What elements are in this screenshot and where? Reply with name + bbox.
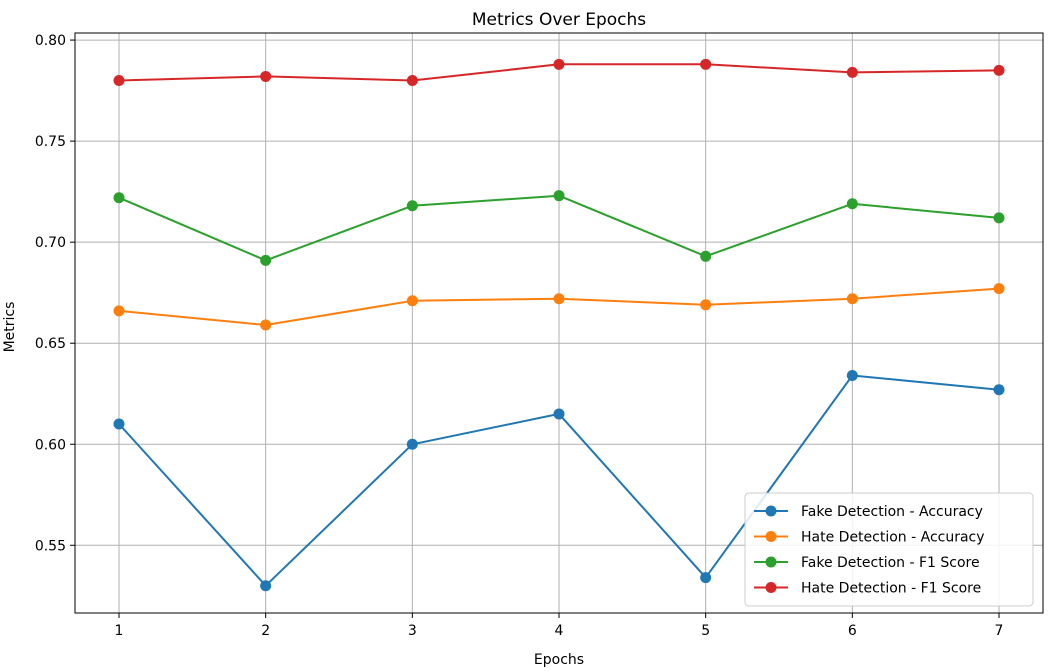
legend-item: Hate Detection - Accuracy — [754, 530, 985, 546]
data-point — [260, 254, 272, 266]
y-tick-label: 0.65 — [35, 336, 66, 352]
data-point — [113, 418, 125, 430]
legend-label: Hate Detection - F1 Score — [801, 581, 981, 597]
legend-label: Fake Detection - F1 Score — [801, 555, 980, 571]
x-tick-label: 6 — [848, 623, 857, 639]
series-layer — [113, 58, 1005, 592]
data-point — [553, 58, 565, 70]
legend-item: Fake Detection - Accuracy — [754, 504, 983, 520]
data-point — [993, 384, 1005, 396]
legend-swatch-marker — [765, 531, 777, 542]
data-point — [993, 212, 1005, 224]
data-point — [846, 66, 858, 78]
y-tick-label: 0.60 — [35, 437, 66, 453]
series-3 — [113, 190, 1005, 266]
x-tick-label: 2 — [261, 623, 270, 639]
data-point — [113, 305, 125, 317]
data-point — [553, 190, 565, 202]
data-point — [700, 299, 712, 311]
y-tick-label: 0.80 — [35, 33, 66, 49]
legend-item: Fake Detection - F1 Score — [754, 555, 980, 571]
data-point — [406, 438, 418, 450]
chart-title: Metrics Over Epochs — [472, 10, 646, 30]
data-point — [260, 580, 272, 592]
y-tick-label: 0.55 — [35, 538, 66, 554]
legend: Fake Detection - Accuracy Hate Detection … — [744, 492, 1034, 607]
legend-item: Hate Detection - F1 Score — [754, 581, 981, 597]
y-tick-label: 0.75 — [35, 134, 66, 150]
data-point — [406, 74, 418, 86]
series-2 — [113, 283, 1005, 331]
data-point — [260, 70, 272, 82]
tick-layer: 1 2 3 4 5 6 7 0.55 0.60 0.65 0.70 0.75 0.80 — [35, 33, 1004, 639]
data-point — [113, 74, 125, 86]
x-tick-label: 4 — [555, 623, 564, 639]
legend-label: Hate Detection - Accuracy — [801, 530, 985, 546]
data-point — [553, 293, 565, 305]
data-point — [993, 283, 1005, 295]
y-tick-label: 0.70 — [35, 235, 66, 251]
data-point — [700, 58, 712, 70]
x-tick-label: 7 — [995, 623, 1004, 639]
data-point — [846, 198, 858, 210]
data-point — [846, 293, 858, 305]
series-1 — [113, 370, 1005, 592]
data-point — [846, 370, 858, 382]
series-4 — [113, 58, 1005, 86]
grid — [75, 33, 1043, 613]
data-point — [993, 64, 1005, 76]
data-point — [406, 295, 418, 307]
x-tick-label: 3 — [408, 623, 417, 639]
legend-swatch-marker — [765, 582, 777, 593]
data-point — [700, 250, 712, 262]
data-point — [260, 319, 272, 331]
legend-swatch-marker — [765, 505, 777, 517]
data-point — [553, 408, 565, 420]
y-axis-label: Metrics — [2, 302, 18, 353]
x-tick-label: 1 — [115, 623, 124, 639]
data-point — [700, 572, 712, 584]
legend-swatch-marker — [765, 556, 777, 568]
x-tick-label: 5 — [701, 623, 710, 639]
x-axis-label: Epochs — [534, 652, 584, 668]
legend-label: Fake Detection - Accuracy — [801, 504, 983, 520]
legend-box — [744, 492, 1034, 607]
data-point — [113, 192, 125, 204]
data-point — [406, 200, 418, 212]
